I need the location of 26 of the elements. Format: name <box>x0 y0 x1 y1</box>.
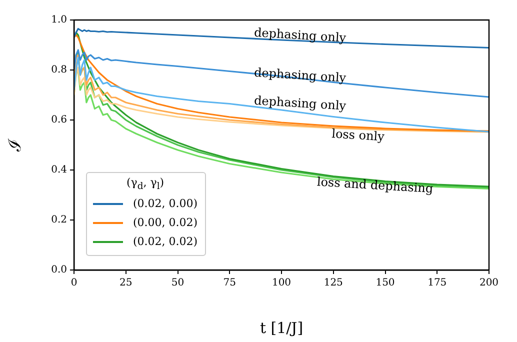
y-tick-label: 0.4 <box>51 164 67 176</box>
x-tick-label: 50 <box>171 278 184 289</box>
legend-label: (0.02, 0.00) <box>133 197 198 210</box>
y-tick-label: 0.0 <box>51 264 67 276</box>
x-tick-label: 125 <box>324 278 343 289</box>
y-tick-label: 0.6 <box>51 114 67 126</box>
legend-title: (γ$_{d}$, γ$_{l}$) <box>126 176 166 192</box>
x-tick-label: 200 <box>479 278 499 289</box>
y-tick-label: 0.8 <box>51 64 67 76</box>
x-tick-label: 175 <box>428 278 447 289</box>
x-tick-label: 75 <box>223 278 236 289</box>
annotation: loss only <box>331 126 386 144</box>
annotation: dephasing only <box>254 93 347 113</box>
annotation: loss and dephasing <box>316 174 434 196</box>
annotation: dephasing only <box>254 65 347 85</box>
y-axis-title: ℐ <box>6 138 26 152</box>
y-tick-label: 1.0 <box>51 14 67 26</box>
annotation: dephasing only <box>254 25 347 45</box>
y-tick-label: 0.2 <box>51 214 67 226</box>
x-axis-title: t [1/J] <box>260 318 304 337</box>
x-tick-label: 0 <box>70 278 78 289</box>
x-tick-label: 150 <box>376 278 395 289</box>
x-tick-label: 25 <box>120 278 132 289</box>
legend-label: (0.02, 0.02) <box>133 235 198 248</box>
legend-label: (0.00, 0.02) <box>133 216 198 230</box>
x-tick-label: 100 <box>272 278 292 289</box>
